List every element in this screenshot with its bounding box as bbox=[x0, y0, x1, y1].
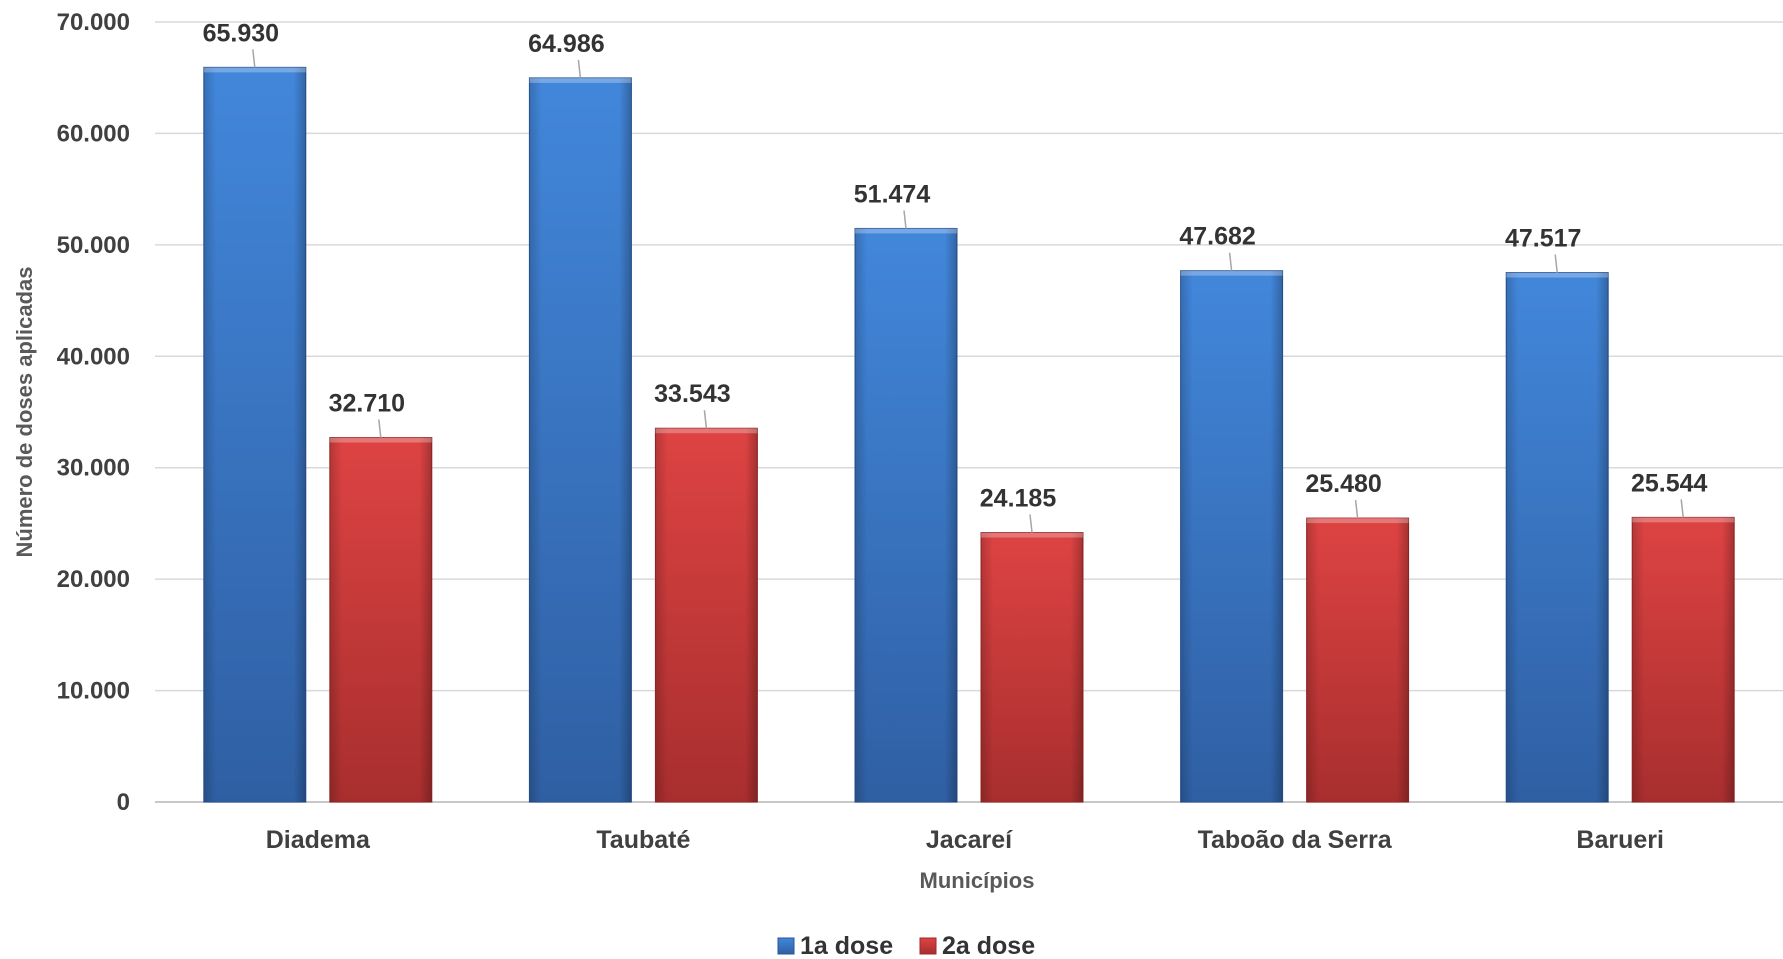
bar-top-highlight bbox=[981, 532, 1083, 538]
legend-swatch bbox=[777, 937, 795, 955]
bar-shading bbox=[203, 67, 306, 802]
data-label: 47.682 bbox=[1179, 223, 1255, 251]
data-label: 32.710 bbox=[329, 390, 405, 418]
data-label-leader bbox=[1680, 499, 1684, 518]
bar-shading bbox=[529, 77, 632, 802]
data-label-leader bbox=[903, 210, 907, 229]
x-axis-categories: Diadema Taubaté Jacareí Taboão da Serra Baru… bbox=[266, 826, 1664, 854]
bar-top-highlight bbox=[203, 67, 306, 73]
legend-label: 2a dose bbox=[942, 932, 1035, 959]
y-axis-title: Número de doses aplicadas bbox=[12, 267, 37, 558]
data-label: 25.544 bbox=[1631, 469, 1708, 497]
x-axis-title: Municípios bbox=[920, 868, 1035, 893]
legend-item-first-dose: 1a dose bbox=[777, 932, 893, 959]
legend: 1a dose 2a dose bbox=[777, 932, 1035, 959]
data-label: 33.543 bbox=[654, 380, 730, 408]
data-label-leader bbox=[1354, 499, 1359, 519]
x-category-label: Taboão da Serra bbox=[1198, 826, 1393, 854]
x-category-label: Taubaté bbox=[596, 826, 690, 854]
data-label: 24.185 bbox=[980, 485, 1057, 513]
bar-shading bbox=[1306, 518, 1409, 802]
y-tick-label: 0 bbox=[117, 789, 130, 816]
data-label-leader bbox=[252, 49, 256, 68]
data-label: 25.480 bbox=[1305, 470, 1381, 498]
bar-shading bbox=[1632, 517, 1735, 802]
bar-top-highlight bbox=[1306, 518, 1409, 524]
legend-label: 1a dose bbox=[800, 932, 893, 959]
data-label: 64.986 bbox=[528, 30, 604, 58]
bar-top-highlight bbox=[329, 437, 432, 443]
bar-shading bbox=[1180, 270, 1283, 802]
x-category-label: Diadema bbox=[266, 826, 371, 854]
data-label-leader bbox=[577, 59, 582, 78]
data-label: 47.517 bbox=[1505, 225, 1581, 253]
bar-top-highlight bbox=[655, 428, 758, 434]
x-category-label: Jacareí bbox=[926, 826, 1013, 854]
data-label: 65.930 bbox=[203, 19, 279, 47]
bar-top-highlight bbox=[1180, 270, 1283, 276]
legend-item-second-dose: 2a dose bbox=[919, 932, 1035, 959]
y-tick-label: 10.000 bbox=[57, 678, 130, 705]
x-category-label: Barueri bbox=[1576, 826, 1664, 854]
y-tick-label: 20.000 bbox=[57, 566, 130, 593]
y-tick-label: 40.000 bbox=[57, 343, 130, 370]
data-label-leader bbox=[378, 419, 382, 438]
data-label: 51.474 bbox=[854, 180, 931, 208]
bar-top-highlight bbox=[1506, 272, 1609, 278]
legend-swatch bbox=[919, 937, 937, 955]
bars bbox=[203, 66, 1735, 803]
y-tick-label: 60.000 bbox=[57, 120, 130, 147]
bar-top-highlight bbox=[855, 228, 957, 234]
data-label-leader bbox=[1029, 514, 1033, 533]
bar-shading bbox=[981, 532, 1083, 802]
y-axis-ticks: 0 10.000 20.000 30.000 40.000 50.000 60.000 70.… bbox=[57, 9, 130, 816]
bar-shading bbox=[855, 228, 957, 803]
data-label-leader bbox=[1554, 254, 1558, 273]
y-tick-label: 70.000 bbox=[57, 9, 130, 36]
data-label-leader bbox=[703, 410, 708, 429]
data-labels: 65.930 32.710 64.986 33.543 51.474 24.185 47.6… bbox=[203, 19, 1708, 533]
data-label-leader bbox=[1228, 252, 1233, 271]
bar-shading bbox=[329, 437, 432, 802]
bar-shading bbox=[655, 428, 758, 802]
bar-shading bbox=[1506, 272, 1609, 802]
bar-top-highlight bbox=[1632, 517, 1735, 523]
y-tick-label: 50.000 bbox=[57, 232, 130, 259]
bar-top-highlight bbox=[529, 77, 632, 83]
y-tick-label: 30.000 bbox=[57, 455, 130, 482]
